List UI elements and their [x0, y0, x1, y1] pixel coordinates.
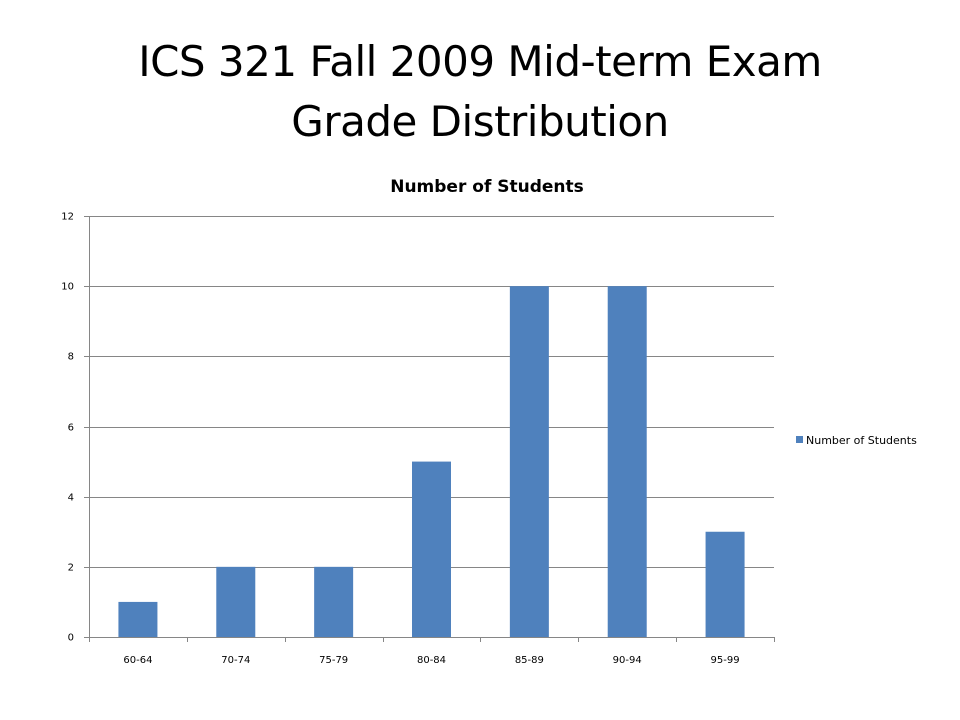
slide-title-line-2: Grade Distribution: [291, 97, 669, 146]
legend-swatch: [796, 436, 803, 443]
y-tick-label: 6: [68, 423, 74, 434]
x-tick-labels: 60-64 70-74 75-79 80-84 85-89 90-94 95-99: [123, 655, 739, 666]
chart-title: Number of Students: [390, 177, 584, 197]
y-tick-label: 4: [68, 493, 74, 504]
legend: Number of Students: [796, 434, 917, 447]
y-tick-label: 0: [68, 633, 74, 644]
slide-title: ICS 321 Fall 2009 Mid-term Exam Grade Di…: [0, 32, 960, 152]
x-tick-label: 95-99: [711, 655, 740, 666]
x-tick-label: 80-84: [417, 655, 446, 666]
x-tick-label: 70-74: [221, 655, 250, 666]
y-tick-label: 12: [61, 212, 74, 223]
legend-label: Number of Students: [806, 434, 917, 447]
bar-95-99: [705, 531, 745, 637]
bar-70-74: [216, 566, 256, 637]
x-tick-label: 60-64: [123, 655, 152, 666]
x-tick-label: 75-79: [319, 655, 348, 666]
y-tick-label: 10: [61, 282, 74, 293]
y-tick-label: 8: [68, 352, 74, 363]
bar-60-64: [118, 601, 158, 637]
x-tick-label: 85-89: [515, 655, 544, 666]
axes: [84, 216, 775, 642]
bars: [118, 286, 745, 637]
bar-90-94: [607, 286, 647, 637]
slide-title-line-1: ICS 321 Fall 2009 Mid-term Exam: [138, 37, 822, 86]
x-tick-label: 90-94: [613, 655, 642, 666]
bar-85-89: [509, 286, 549, 637]
bar-75-79: [314, 566, 354, 637]
y-tick-label: 2: [68, 563, 74, 574]
y-tick-labels: 0 2 4 6 8 10 12: [61, 212, 74, 644]
bar-80-84: [412, 461, 451, 637]
